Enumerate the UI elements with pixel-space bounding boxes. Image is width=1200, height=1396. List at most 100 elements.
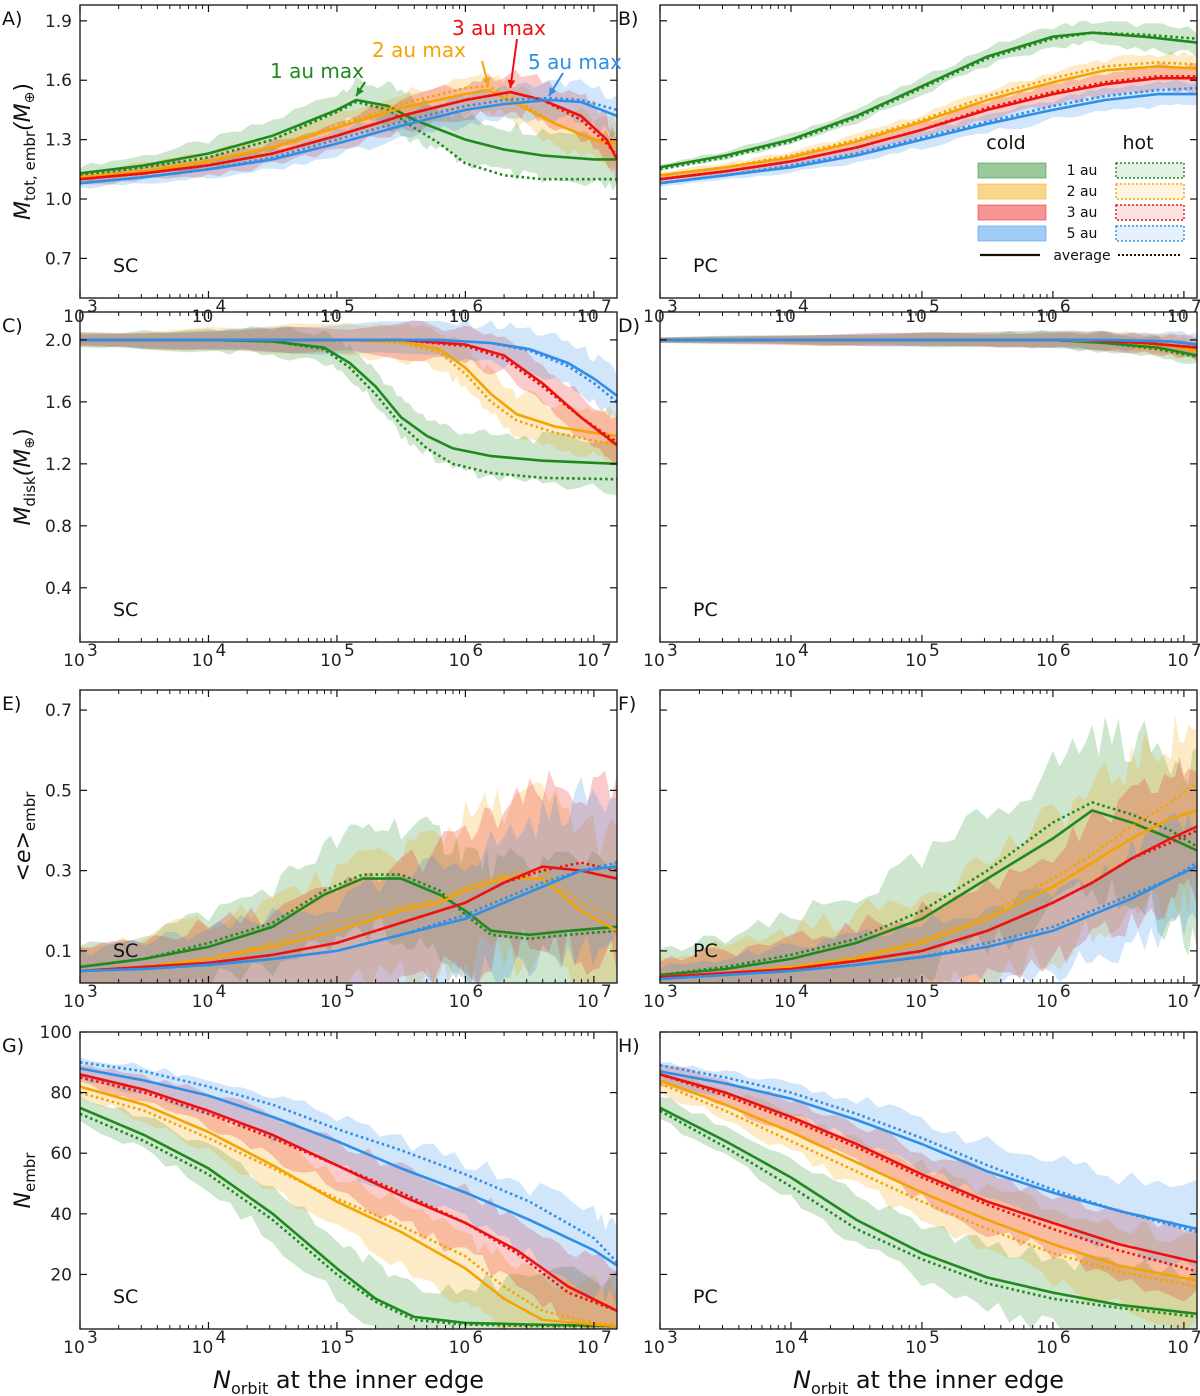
y-axis-label: Mdisk(M⊕) — [11, 428, 39, 525]
cold-line-3au-0 — [80, 90, 617, 181]
band-5au-5 — [660, 811, 1197, 983]
x-tick-exponent: 6 — [1060, 1328, 1071, 1348]
x-tick-exponent: 7 — [601, 641, 612, 661]
x-tick-label: 10 — [905, 1338, 927, 1358]
region-label: PC — [693, 255, 718, 277]
hot-line-2au-2 — [80, 338, 617, 447]
panel-letter: D) — [618, 315, 640, 337]
y-tick-label: 100 — [40, 1023, 72, 1043]
cold-line-3au-7 — [660, 1073, 1197, 1264]
x-tick-label: 10 — [643, 992, 665, 1012]
x-tick-exponent: 3 — [87, 982, 98, 1002]
cold-line-3au-6 — [80, 1073, 617, 1312]
x-tick-exponent: 3 — [87, 1328, 98, 1348]
y-axis-label-text: <e>embr — [11, 791, 39, 882]
y-tick-label: 0.7 — [45, 701, 72, 721]
panel-letter: E) — [2, 693, 21, 715]
x-tick-label: 10 — [449, 992, 471, 1012]
legend-cold-swatch — [977, 225, 1047, 242]
x-tick-label: 10 — [1036, 992, 1058, 1012]
hot-line-5au-3 — [660, 338, 1197, 346]
x-tick-exponent: 6 — [472, 641, 483, 661]
x-tick-exponent: 6 — [472, 982, 483, 1002]
y-tick-label: 1.6 — [45, 393, 72, 413]
cold-line-2au-0 — [80, 88, 617, 179]
cold-line-1au-7 — [660, 1106, 1197, 1316]
y-tick-label: 1.2 — [45, 455, 72, 475]
annotation-arrowhead — [482, 77, 491, 87]
band-5au-7 — [660, 1062, 1197, 1272]
x-tick-exponent: 4 — [215, 641, 226, 661]
cold-line-1au-0 — [80, 98, 617, 175]
x-tick-label: 10 — [774, 307, 796, 327]
region-label: PC — [693, 599, 718, 621]
hot-line-5au-7 — [660, 1064, 1197, 1234]
x-tick-exponent: 5 — [929, 297, 940, 317]
panel-letter: B) — [618, 8, 638, 30]
x-tick-label: 10 — [1167, 307, 1189, 327]
x-tick-label: 10 — [905, 992, 927, 1012]
y-tick-label: 80 — [50, 1084, 72, 1104]
hot-line-3au-5 — [660, 829, 1197, 979]
band-5au-3 — [660, 330, 1197, 356]
y-tick-label: 0.3 — [45, 862, 72, 882]
x-tick-exponent: 5 — [929, 982, 940, 1002]
x-tick-label: 10 — [192, 307, 214, 327]
y-tick-label: 0.5 — [45, 781, 72, 801]
band-5au-6 — [80, 1057, 617, 1311]
axes-frame-2 — [79, 311, 618, 643]
band-3au-0 — [80, 69, 617, 187]
hot-line-1au-7 — [660, 1109, 1197, 1319]
legend-cold-swatch — [977, 204, 1047, 221]
x-tick-label: 10 — [1036, 1338, 1058, 1358]
hot-line-1au-1 — [660, 31, 1197, 171]
x-tick-label: 10 — [643, 651, 665, 671]
panel-letter: H) — [618, 1035, 640, 1057]
x-tick-label: 10 — [577, 992, 599, 1012]
legend-cold-swatch — [977, 183, 1047, 200]
band-1au-1 — [660, 20, 1197, 171]
x-tick-exponent: 7 — [1191, 641, 1200, 661]
legend-cold-heading: cold — [986, 132, 1025, 154]
x-tick-label: 10 — [643, 307, 665, 327]
legend-hot-heading: hot — [1122, 132, 1153, 154]
y-tick-label: 1.9 — [45, 12, 72, 32]
x-tick-label: 10 — [1167, 651, 1189, 671]
y-tick-label: 0.8 — [45, 517, 72, 537]
band-3au-6 — [80, 1065, 617, 1329]
hot-line-2au-1 — [660, 61, 1197, 177]
cold-line-5au-0 — [80, 98, 617, 185]
region-label: SC — [113, 255, 138, 277]
cold-line-5au-5 — [660, 865, 1197, 981]
x-tick-exponent: 6 — [472, 297, 483, 317]
annotation-arrowhead — [548, 87, 557, 97]
x-tick-label: 10 — [643, 1338, 665, 1358]
x-tick-exponent: 7 — [601, 1328, 612, 1348]
legend-hot-swatch — [1115, 162, 1185, 179]
y-tick-label: 20 — [50, 1265, 72, 1285]
band-1au-6 — [80, 1096, 617, 1329]
x-tick-label: 10 — [192, 651, 214, 671]
x-tick-label: 10 — [774, 651, 796, 671]
hot-line-1au-0 — [80, 100, 617, 181]
y-tick-label: 2.0 — [45, 331, 72, 351]
x-tick-label: 10 — [577, 307, 599, 327]
x-axis-label-left: Norbit at the inner edge — [213, 1366, 484, 1396]
y-axis-label: Nembr — [11, 1152, 39, 1209]
cold-line-1au-4 — [80, 877, 617, 969]
x-tick-label: 10 — [192, 992, 214, 1012]
legend-hot-swatch — [1115, 204, 1185, 221]
axes-frame-4 — [79, 689, 618, 984]
x-tick-label: 10 — [63, 1338, 85, 1358]
hot-line-5au-2 — [80, 338, 617, 403]
x-tick-exponent: 6 — [1060, 982, 1071, 1002]
x-tick-exponent: 6 — [1060, 297, 1071, 317]
x-tick-label: 10 — [320, 307, 342, 327]
axes-frame-3 — [659, 311, 1198, 643]
x-tick-label: 10 — [774, 992, 796, 1012]
band-2au-6 — [80, 1074, 617, 1329]
x-tick-label: 10 — [449, 651, 471, 671]
x-tick-exponent: 5 — [929, 1328, 940, 1348]
panel-letter: C) — [2, 315, 23, 337]
cold-line-5au-6 — [80, 1067, 617, 1267]
